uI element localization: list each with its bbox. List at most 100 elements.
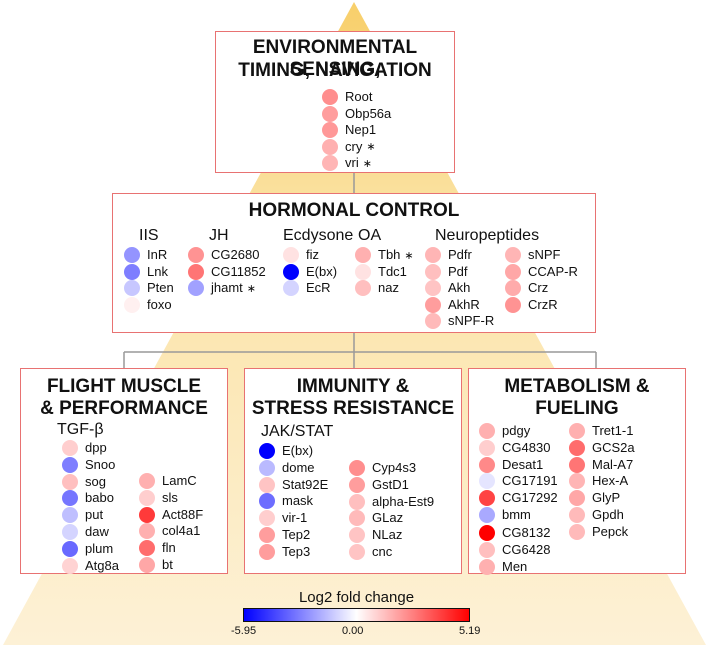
gene-item-ecr: EcR bbox=[283, 279, 331, 297]
gene-label: mask bbox=[282, 493, 314, 509]
gene-item-bt: bt bbox=[139, 556, 173, 574]
gene-item-stat92e: Stat92E bbox=[259, 476, 328, 494]
expression-dot bbox=[139, 540, 155, 557]
gene-label: GCS2a bbox=[592, 439, 635, 455]
gene-item-babo: babo bbox=[62, 489, 114, 507]
gene-label: cry bbox=[345, 138, 363, 154]
gene-item-atg8a: Atg8a bbox=[62, 557, 119, 575]
expression-dot bbox=[349, 493, 365, 510]
gene-label: GstD1 bbox=[372, 476, 409, 492]
expression-dot bbox=[479, 525, 495, 541]
group-title-tgf-beta: TGF-β bbox=[57, 421, 104, 438]
expression-dot bbox=[479, 541, 495, 558]
expression-dot bbox=[62, 507, 78, 524]
gene-item-vir-1: vir-1 bbox=[259, 509, 307, 527]
gene-item-cg17191: CG17191 bbox=[479, 472, 558, 490]
expression-dot bbox=[355, 247, 371, 263]
gene-label: babo bbox=[85, 490, 114, 506]
expression-dot bbox=[259, 510, 275, 527]
gene-label: Desat1 bbox=[502, 456, 544, 472]
gene-item-cg2680: CG2680 bbox=[188, 246, 259, 264]
gene-item-daw: daw bbox=[62, 523, 109, 541]
expression-dot bbox=[283, 280, 299, 296]
gene-label: Atg8a bbox=[85, 557, 119, 573]
expression-dot bbox=[139, 473, 155, 489]
gene-item-nep1: Nep1 bbox=[322, 121, 376, 139]
gene-label: CG11852 bbox=[211, 263, 266, 279]
gene-label: CG2680 bbox=[211, 247, 260, 262]
expression-dot bbox=[479, 439, 495, 456]
gene-label: plum bbox=[85, 540, 114, 556]
gene-label: sls bbox=[162, 489, 178, 505]
expression-dot bbox=[569, 490, 585, 507]
gene-label: Pdfr bbox=[448, 247, 472, 262]
gene-item-cg8132: CG8132 bbox=[479, 524, 550, 542]
expression-dot bbox=[349, 510, 365, 527]
expression-dot bbox=[283, 247, 299, 263]
gene-item-naz: naz bbox=[355, 279, 399, 297]
immunity-title-line2: STRESS RESISTANCE bbox=[251, 398, 455, 419]
gene-item-pdfr: Pdfr bbox=[425, 246, 472, 264]
gene-label: Tep2 bbox=[282, 527, 311, 542]
gene-item-snpf: sNPF bbox=[505, 246, 561, 264]
gene-item-crz: Crz bbox=[505, 279, 548, 297]
gene-item-men: Men bbox=[479, 558, 527, 576]
gene-label: CG8132 bbox=[502, 525, 551, 540]
expression-dot bbox=[259, 459, 275, 476]
gene-item-alpha-est9: alpha-Est9 bbox=[349, 493, 434, 511]
gene-item-cg17292: CG17292 bbox=[479, 489, 558, 507]
expression-dot bbox=[479, 558, 495, 575]
gene-label: E(bx) bbox=[306, 263, 338, 279]
gene-item-dpp: dpp bbox=[62, 439, 107, 457]
gene-label: Tret1-1 bbox=[592, 423, 634, 438]
gene-item-tep3: Tep3 bbox=[259, 543, 310, 561]
expression-dot bbox=[62, 440, 78, 456]
expression-dot bbox=[62, 490, 78, 507]
gene-label: Mal-A7 bbox=[592, 456, 634, 472]
expression-dot bbox=[349, 544, 365, 560]
gene-label: Obp56a bbox=[345, 105, 392, 121]
expression-dot bbox=[505, 263, 521, 280]
gene-label: dome bbox=[282, 459, 315, 475]
gene-label: CrzR bbox=[528, 296, 558, 312]
expression-dot bbox=[62, 557, 78, 574]
expression-dot bbox=[425, 247, 441, 263]
expression-dot bbox=[425, 296, 441, 313]
gene-label: E(bx) bbox=[282, 443, 314, 458]
expression-dot bbox=[355, 263, 371, 280]
flight-title-line2: & PERFORMANCE bbox=[40, 398, 208, 419]
gene-label: CG4830 bbox=[502, 439, 551, 455]
expression-dot bbox=[259, 443, 275, 459]
gene-label: Tep3 bbox=[282, 543, 311, 559]
gene-label: bt bbox=[162, 557, 173, 572]
expression-dot bbox=[569, 439, 585, 456]
gene-label: Lnk bbox=[147, 263, 168, 279]
gene-item-snoo: Snoo bbox=[62, 456, 115, 474]
gene-label: alpha-Est9 bbox=[372, 493, 435, 509]
gene-item-pdgy: pdgy bbox=[479, 422, 530, 440]
expression-dot bbox=[139, 523, 155, 540]
gene-label: Gpdh bbox=[592, 507, 624, 522]
expression-dot bbox=[355, 280, 371, 296]
colorbar-gradient bbox=[243, 608, 470, 622]
significance-asterisk: ∗ bbox=[246, 282, 257, 295]
gene-item-tdc1: Tdc1 bbox=[355, 263, 407, 281]
flight-muscle-box: FLIGHT MUSCLE & PERFORMANCE TGF-β bbox=[20, 368, 228, 574]
expression-dot bbox=[322, 105, 338, 122]
gene-item-hex-a: Hex-A bbox=[569, 472, 628, 490]
gene-label: CG17191 bbox=[502, 473, 558, 489]
group-title-jh: JH bbox=[209, 227, 229, 244]
gene-label: Stat92E bbox=[282, 476, 329, 492]
expression-dot bbox=[62, 524, 78, 540]
gene-item-e-bx-: E(bx) bbox=[259, 442, 313, 460]
gene-item-gstd1: GstD1 bbox=[349, 476, 409, 494]
gene-label: Cyp4s3 bbox=[372, 460, 417, 475]
group-title-oa: OA bbox=[358, 227, 382, 244]
gene-item-col4a1: col4a1 bbox=[139, 522, 200, 540]
flight-title-line1: FLIGHT MUSCLE bbox=[46, 376, 202, 397]
expression-dot bbox=[425, 313, 441, 329]
expression-dot bbox=[479, 490, 495, 507]
expression-dot bbox=[322, 155, 338, 171]
gene-label: Act88F bbox=[162, 506, 204, 522]
expression-dot bbox=[569, 523, 585, 540]
